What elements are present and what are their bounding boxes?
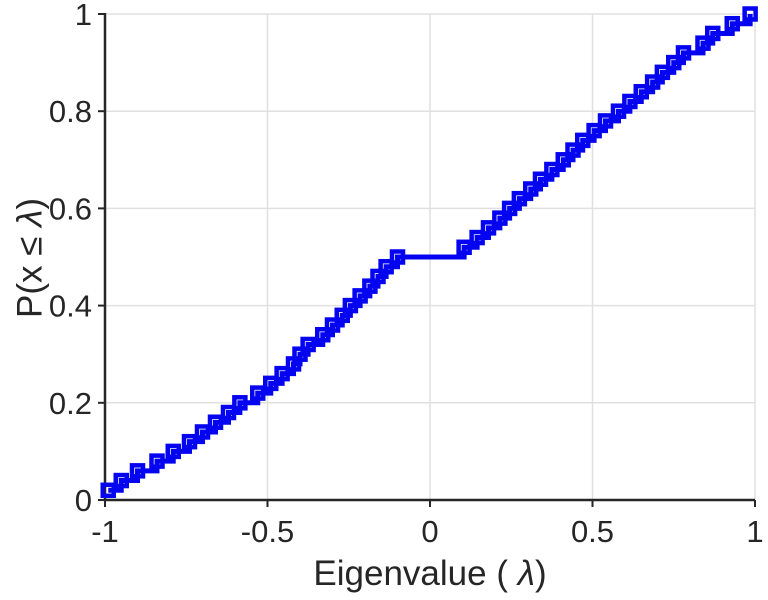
cdf-point-marker [544, 161, 560, 178]
cdf-point-marker [575, 132, 591, 149]
cdf-point-marker [274, 365, 290, 382]
x-axis-label-close: ) [534, 554, 547, 593]
cdf-point-marker [742, 6, 758, 22]
cdf-point-marker [207, 414, 224, 430]
cdf-point-marker [666, 54, 682, 71]
cdf-point-marker [334, 307, 350, 324]
y-axis-label-text: P(x ≤ [10, 226, 50, 319]
cdf-point-marker [501, 200, 518, 217]
lambda-symbol: λ [10, 209, 50, 227]
cdf-point-marker [555, 152, 571, 168]
cdf-point-marker [675, 45, 692, 61]
cdf-point-marker [232, 395, 248, 411]
x-tick-label: -0.5 [241, 514, 294, 549]
cdf-point-marker [586, 122, 602, 139]
cdf-point-marker [654, 64, 671, 81]
cdf-point-marker [469, 229, 485, 246]
cdf-point-marker [194, 424, 211, 440]
y-tick-label: 1 [75, 0, 92, 32]
cdf-point-marker [100, 482, 116, 499]
x-tick-label: 1 [746, 514, 763, 549]
y-tick-label: 0 [75, 483, 92, 518]
y-axis-label: P(x ≤ λ) [10, 197, 50, 319]
cdf-point-marker [292, 346, 308, 362]
cdf-point-marker [250, 385, 266, 401]
x-tick-label: 0.5 [571, 514, 614, 549]
cdf-point-marker [532, 171, 549, 187]
cdf-point-marker [220, 404, 237, 421]
cdf-point-marker [480, 220, 497, 236]
cdf-point-marker [315, 327, 331, 343]
cdf-point-marker [610, 103, 627, 119]
cdf-point-marker [362, 278, 378, 294]
cdf-point-marker [129, 463, 146, 479]
cdf-point-marker [597, 113, 614, 129]
cdf-point-marker [644, 74, 661, 90]
cdf-point-marker [565, 142, 581, 158]
y-tick-label: 0.4 [49, 289, 92, 324]
cdf-point-marker [511, 190, 528, 207]
x-tick-label: 0 [421, 514, 438, 549]
lambda-symbol: λ [517, 554, 535, 593]
x-axis-label: Eigenvalue ( λ) [105, 556, 755, 591]
y-tick-label: 0.8 [49, 94, 92, 129]
cdf-point-marker [389, 249, 406, 265]
cdf-point-marker [149, 453, 165, 469]
cdf-point-marker [263, 375, 279, 392]
cdf-point-marker [622, 93, 638, 110]
cdf-point-marker [492, 210, 508, 226]
cdf-point-marker [378, 258, 394, 275]
y-tick-label: 0.2 [49, 386, 92, 421]
cdf-point-marker [181, 433, 198, 450]
cdf-point-marker [705, 25, 721, 42]
cdf-point-marker [342, 297, 359, 314]
cdf-point-marker [456, 239, 472, 256]
cdf-point-marker [695, 35, 711, 51]
cdf-point-marker [633, 84, 649, 100]
cdf-point-marker [370, 268, 386, 285]
cdf-point-marker [724, 15, 740, 32]
y-axis-label-close: ) [10, 197, 50, 210]
cdf-point-marker [113, 472, 129, 489]
cdf-point-marker [324, 317, 341, 333]
cdf-point-marker [300, 336, 316, 353]
cdf-point-marker [352, 288, 368, 304]
cdf-point-marker [165, 443, 181, 460]
y-tick-label: 0.6 [49, 191, 92, 226]
x-axis-label-text: Eigenvalue ( [313, 554, 518, 593]
cdf-point-marker [523, 181, 539, 197]
x-tick-label: -1 [91, 514, 119, 549]
